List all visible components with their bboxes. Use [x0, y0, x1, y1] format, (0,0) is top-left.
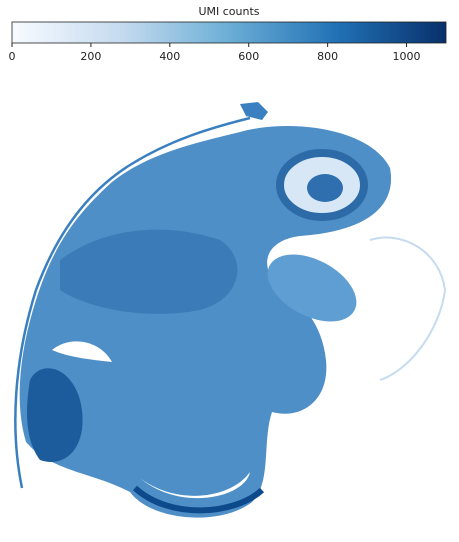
tissue-fragment — [240, 102, 268, 120]
colorbar-tick-label: 0 — [9, 50, 16, 63]
tissue-faint — [370, 237, 445, 380]
chart: UMI counts 0 200 400 600 800 1000 — [0, 0, 459, 542]
colorbar-tick-label: 200 — [80, 50, 101, 63]
tissue-eye-core — [307, 174, 343, 202]
colorbar-tick-label: 600 — [238, 50, 259, 63]
colorbar-tick-label: 800 — [317, 50, 338, 63]
colorbar-tick-label: 1000 — [393, 50, 421, 63]
tissue-image — [15, 102, 445, 518]
colorbar-label: UMI counts — [198, 5, 259, 18]
colorbar — [12, 22, 446, 43]
colorbar-tick-label: 400 — [159, 50, 180, 63]
